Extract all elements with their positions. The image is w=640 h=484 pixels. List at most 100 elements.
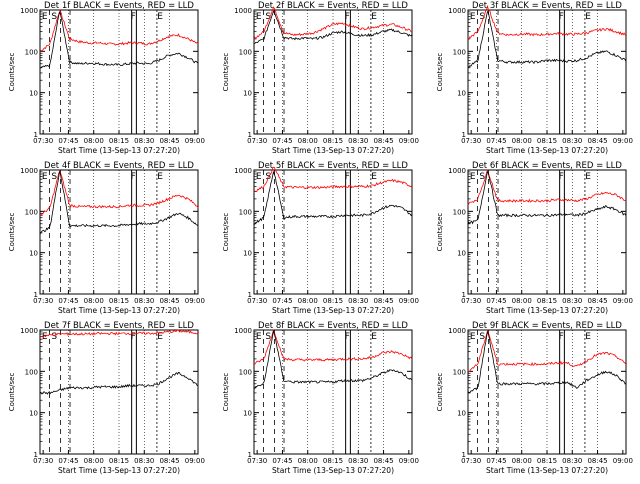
- y-tick-label: 10: [457, 90, 466, 98]
- marker-label: F: [559, 332, 564, 342]
- y-tick-label: 1: [462, 131, 466, 139]
- x-tick-label: 08:00: [298, 297, 318, 305]
- x-tick-label: 08:45: [587, 457, 607, 465]
- x-tick-label: 08:30: [562, 137, 582, 145]
- series-line-lld: [467, 4, 627, 40]
- y-tick-label: 1000: [234, 167, 252, 175]
- y-tick-label: 1000: [448, 7, 466, 15]
- x-axis-label: Start Time (13-Sep-13 07:27:20): [272, 466, 394, 475]
- x-tick-label: 09:00: [185, 137, 205, 145]
- x-tick-label: 08:30: [348, 297, 368, 305]
- x-tick-label: 08:45: [373, 297, 393, 305]
- x-tick-label: 08:15: [323, 297, 343, 305]
- y-tick-label: 1: [462, 291, 466, 299]
- x-axis-label: Start Time (13-Sep-13 07:27:20): [272, 306, 394, 315]
- x-tick-label: 08:15: [323, 137, 343, 145]
- y-axis-label: Counts/sec: [8, 373, 16, 412]
- x-tick-label: 09:00: [613, 297, 633, 305]
- y-tick-label: 100: [453, 208, 466, 216]
- marker-label: F: [345, 172, 350, 182]
- x-tick-label: 08:45: [373, 457, 393, 465]
- marker-label: E: [42, 332, 48, 342]
- marker-label: F: [131, 172, 136, 182]
- y-axis-label: Counts/sec: [8, 53, 16, 92]
- marker-label: E: [585, 332, 591, 342]
- x-tick-label: 08:15: [537, 297, 557, 305]
- y-axis-label: Counts/sec: [436, 213, 444, 252]
- x-axis-label: Start Time (13-Sep-13 07:27:20): [486, 306, 608, 315]
- series-line-events: [467, 10, 627, 68]
- x-tick-label: 07:45: [58, 297, 78, 305]
- x-tick-label: 08:15: [537, 137, 557, 145]
- x-tick-label: 07:45: [272, 297, 292, 305]
- marker-label: F: [559, 12, 564, 22]
- y-tick-label: 100: [239, 48, 252, 56]
- y-tick-label: 10: [243, 90, 252, 98]
- x-tick-label: 08:15: [109, 457, 129, 465]
- x-tick-label: 08:45: [159, 457, 179, 465]
- y-tick-label: 10: [243, 250, 252, 258]
- x-tick-label: 08:15: [537, 457, 557, 465]
- x-tick-label: 09:00: [399, 457, 419, 465]
- y-tick-label: 100: [239, 208, 252, 216]
- y-tick-label: 1000: [234, 327, 252, 335]
- x-axis-label: Start Time (13-Sep-13 07:27:20): [272, 146, 394, 155]
- series-line-events: [39, 371, 199, 395]
- x-tick-label: 08:30: [348, 137, 368, 145]
- x-tick-label: 07:45: [58, 137, 78, 145]
- marker-label: S: [265, 332, 271, 342]
- x-tick-label: 09:00: [399, 297, 419, 305]
- y-tick-label: 1000: [448, 167, 466, 175]
- x-tick-label: 08:30: [562, 297, 582, 305]
- x-tick-label: 08:45: [587, 137, 607, 145]
- series-line-lld: [467, 169, 627, 206]
- series-line-events: [39, 170, 199, 235]
- x-tick-label: 07:45: [486, 297, 506, 305]
- y-tick-label: 10: [29, 250, 38, 258]
- x-tick-label: 07:30: [461, 457, 481, 465]
- y-tick-label: 100: [25, 48, 38, 56]
- marker-label: E: [157, 332, 163, 342]
- x-tick-label: 07:30: [33, 297, 53, 305]
- plot-title: Det 9f BLACK = Events, RED = LLD: [472, 321, 622, 331]
- marker-label: E: [157, 12, 163, 22]
- series-line-lld: [39, 10, 199, 52]
- marker-label: S: [51, 172, 57, 182]
- series-line-events: [253, 171, 413, 226]
- y-axis-label: Counts/sec: [222, 53, 230, 92]
- series-line-events: [467, 171, 627, 226]
- x-tick-label: 08:30: [134, 297, 154, 305]
- plot-title: Det 3f BLACK = Events, RED = LLD: [472, 1, 622, 11]
- x-tick-label: 07:45: [486, 137, 506, 145]
- marker-label: E: [371, 12, 377, 22]
- y-tick-label: 100: [25, 208, 38, 216]
- x-tick-label: 08:00: [512, 137, 532, 145]
- x-tick-label: 08:00: [512, 457, 532, 465]
- x-tick-label: 08:15: [323, 457, 343, 465]
- y-tick-label: 10: [457, 410, 466, 418]
- marker-label: E: [470, 12, 476, 22]
- x-tick-label: 08:00: [298, 457, 318, 465]
- marker-label: E: [371, 332, 377, 342]
- y-tick-label: 1: [34, 291, 38, 299]
- x-tick-label: 08:00: [84, 297, 104, 305]
- marker-label: S: [51, 332, 57, 342]
- marker-label: E: [371, 172, 377, 182]
- x-tick-label: 07:45: [58, 457, 78, 465]
- x-tick-label: 09:00: [399, 137, 419, 145]
- x-tick-label: 07:30: [33, 137, 53, 145]
- x-tick-label: 08:00: [84, 457, 104, 465]
- x-tick-label: 08:45: [373, 137, 393, 145]
- marker-label: S: [479, 332, 485, 342]
- x-tick-label: 08:30: [562, 457, 582, 465]
- x-tick-label: 08:30: [348, 457, 368, 465]
- x-axis-label: Start Time (13-Sep-13 07:27:20): [58, 466, 180, 475]
- x-tick-label: 07:30: [461, 137, 481, 145]
- x-tick-label: 07:30: [247, 297, 267, 305]
- marker-label: E: [470, 332, 476, 342]
- x-tick-label: 07:30: [33, 457, 53, 465]
- x-tick-label: 07:30: [247, 137, 267, 145]
- plot-title: Det 6f BLACK = Events, RED = LLD: [472, 161, 622, 171]
